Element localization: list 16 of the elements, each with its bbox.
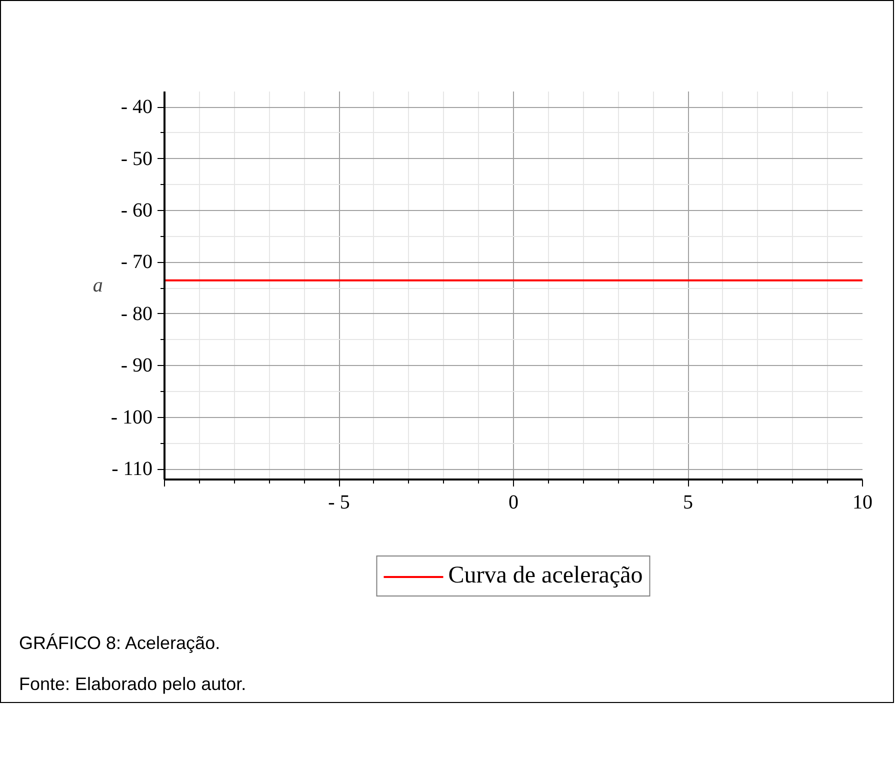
x-tick-label: 10 xyxy=(852,492,872,514)
y-tick-label: - 50 xyxy=(120,148,153,170)
source-note: Fonte: Elaborado pelo autor. xyxy=(19,672,246,696)
y-tick-label: - 60 xyxy=(120,199,153,222)
y-axis-title: a xyxy=(92,274,103,296)
text: GRÁFICO 8: Aceleração. xyxy=(19,632,220,655)
y-tick-label: - 90 xyxy=(120,354,153,377)
y-tick-label: - 110 xyxy=(112,458,153,480)
y-tick-label: - 80 xyxy=(120,302,153,325)
x-tick-label: 0 xyxy=(508,492,518,514)
legend-label: Curva de aceleração xyxy=(448,562,643,590)
x-tick-label: 5 xyxy=(683,492,693,514)
y-tick-label: - 40 xyxy=(120,96,153,118)
x-tick-label: - 5 xyxy=(328,492,350,514)
y-tick-label: - 70 xyxy=(120,251,153,274)
y-tick-label: - 100 xyxy=(110,406,153,428)
